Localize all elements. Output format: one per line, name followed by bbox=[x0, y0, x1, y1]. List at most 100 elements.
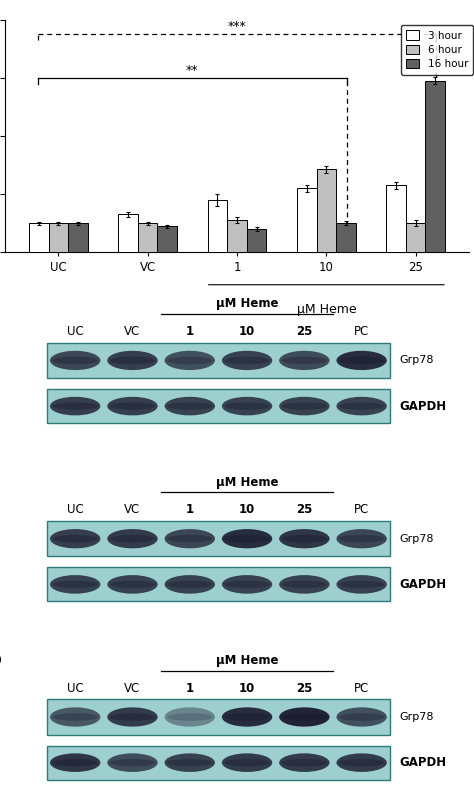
Bar bbox=[297, 188, 317, 252]
Bar bbox=[138, 223, 157, 252]
Ellipse shape bbox=[337, 351, 387, 370]
Ellipse shape bbox=[167, 357, 212, 364]
Ellipse shape bbox=[279, 529, 329, 549]
Ellipse shape bbox=[339, 580, 384, 588]
Ellipse shape bbox=[282, 402, 327, 409]
Ellipse shape bbox=[164, 397, 215, 416]
Ellipse shape bbox=[107, 351, 158, 370]
Text: GAPDH: GAPDH bbox=[400, 578, 447, 591]
Text: VC: VC bbox=[124, 682, 141, 695]
Ellipse shape bbox=[53, 535, 98, 542]
Bar bbox=[48, 223, 68, 252]
Ellipse shape bbox=[167, 402, 212, 409]
Text: 25: 25 bbox=[296, 325, 312, 338]
Ellipse shape bbox=[50, 754, 100, 772]
Text: UC: UC bbox=[67, 682, 83, 695]
Ellipse shape bbox=[282, 759, 327, 766]
Ellipse shape bbox=[53, 580, 98, 588]
Ellipse shape bbox=[107, 708, 158, 727]
Ellipse shape bbox=[224, 759, 270, 766]
Text: μM Heme: μM Heme bbox=[216, 654, 278, 667]
Text: 1: 1 bbox=[186, 325, 194, 338]
Ellipse shape bbox=[337, 397, 387, 416]
Ellipse shape bbox=[279, 708, 329, 727]
Ellipse shape bbox=[279, 754, 329, 772]
FancyBboxPatch shape bbox=[46, 746, 390, 780]
Ellipse shape bbox=[167, 580, 212, 588]
Ellipse shape bbox=[279, 575, 329, 594]
Bar bbox=[227, 220, 247, 252]
Ellipse shape bbox=[339, 357, 384, 364]
Ellipse shape bbox=[107, 529, 158, 549]
Ellipse shape bbox=[222, 708, 272, 727]
Bar bbox=[29, 223, 48, 252]
Bar bbox=[208, 200, 227, 252]
Ellipse shape bbox=[164, 575, 215, 594]
Text: 10: 10 bbox=[239, 325, 255, 338]
Ellipse shape bbox=[50, 351, 100, 370]
Ellipse shape bbox=[167, 759, 212, 766]
Ellipse shape bbox=[337, 754, 387, 772]
Text: μM Heme: μM Heme bbox=[216, 297, 278, 310]
Ellipse shape bbox=[339, 402, 384, 409]
Bar bbox=[317, 169, 336, 252]
FancyBboxPatch shape bbox=[46, 522, 390, 556]
Ellipse shape bbox=[53, 402, 98, 409]
Text: 25: 25 bbox=[296, 503, 312, 517]
Text: GAPDH: GAPDH bbox=[400, 756, 447, 769]
Text: 10: 10 bbox=[239, 503, 255, 517]
Ellipse shape bbox=[110, 535, 155, 542]
Text: Grp78: Grp78 bbox=[400, 712, 434, 722]
Ellipse shape bbox=[164, 754, 215, 772]
Ellipse shape bbox=[110, 357, 155, 364]
Text: μM Heme: μM Heme bbox=[297, 304, 356, 316]
Ellipse shape bbox=[282, 580, 327, 588]
Ellipse shape bbox=[53, 759, 98, 766]
Bar bbox=[406, 223, 426, 252]
Bar bbox=[68, 223, 88, 252]
Bar bbox=[336, 223, 356, 252]
Ellipse shape bbox=[224, 402, 270, 409]
Text: Grp78: Grp78 bbox=[400, 533, 434, 544]
Ellipse shape bbox=[222, 575, 272, 594]
Ellipse shape bbox=[110, 713, 155, 721]
Text: VC: VC bbox=[124, 503, 141, 517]
Bar bbox=[118, 215, 138, 252]
Ellipse shape bbox=[282, 357, 327, 364]
Text: 1: 1 bbox=[186, 682, 194, 695]
Ellipse shape bbox=[110, 580, 155, 588]
Ellipse shape bbox=[53, 713, 98, 721]
Text: PC: PC bbox=[354, 682, 369, 695]
Ellipse shape bbox=[224, 713, 270, 721]
FancyBboxPatch shape bbox=[46, 568, 390, 601]
FancyBboxPatch shape bbox=[46, 343, 390, 378]
Ellipse shape bbox=[107, 575, 158, 594]
Bar bbox=[247, 229, 266, 252]
Ellipse shape bbox=[167, 535, 212, 542]
Ellipse shape bbox=[164, 529, 215, 549]
Legend: 3 hour, 6 hour, 16 hour: 3 hour, 6 hour, 16 hour bbox=[401, 25, 474, 75]
Ellipse shape bbox=[339, 713, 384, 721]
Ellipse shape bbox=[337, 529, 387, 549]
Text: VC: VC bbox=[124, 325, 141, 338]
Ellipse shape bbox=[224, 580, 270, 588]
Ellipse shape bbox=[222, 351, 272, 370]
Ellipse shape bbox=[339, 759, 384, 766]
Ellipse shape bbox=[222, 529, 272, 549]
Ellipse shape bbox=[50, 529, 100, 549]
Text: μM Heme: μM Heme bbox=[216, 475, 278, 489]
Text: **: ** bbox=[186, 64, 199, 76]
Ellipse shape bbox=[167, 713, 212, 721]
Ellipse shape bbox=[224, 535, 270, 542]
Ellipse shape bbox=[50, 575, 100, 594]
Ellipse shape bbox=[282, 535, 327, 542]
Text: 10: 10 bbox=[239, 682, 255, 695]
Ellipse shape bbox=[282, 713, 327, 721]
Text: UC: UC bbox=[67, 503, 83, 517]
Ellipse shape bbox=[224, 357, 270, 364]
Bar bbox=[426, 81, 445, 252]
FancyBboxPatch shape bbox=[46, 700, 390, 735]
Ellipse shape bbox=[337, 708, 387, 727]
Ellipse shape bbox=[50, 708, 100, 727]
Ellipse shape bbox=[339, 535, 384, 542]
